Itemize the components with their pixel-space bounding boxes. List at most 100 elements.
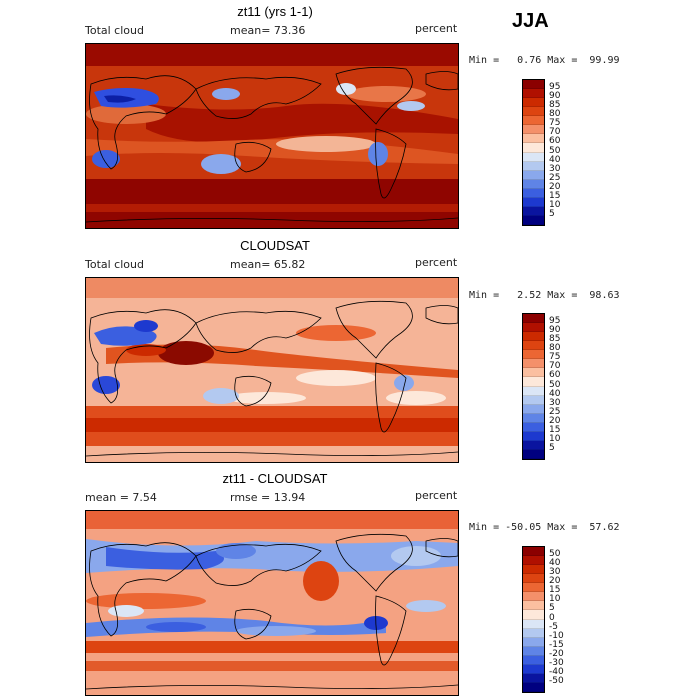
colorbar-tick-label: 15 — [549, 190, 561, 201]
colorbar-swatch — [523, 89, 544, 99]
colorbar-tick-label: 80 — [549, 343, 561, 354]
colorbar-tick-label: 25 — [549, 172, 561, 183]
colorbar-swatch — [523, 377, 544, 387]
colorbar-swatch — [523, 116, 544, 126]
colorbar-tick-label: -15 — [549, 639, 564, 650]
colorbar-tick-label: 25 — [549, 406, 561, 417]
panel-1-left-label: Total cloud — [85, 24, 144, 37]
colorbar-swatch — [523, 143, 544, 153]
panel-3-title: zt11 - CLOUDSAT — [222, 471, 328, 486]
panel-2-map — [85, 277, 459, 463]
colorbar-swatch — [523, 673, 544, 683]
colorbar-tick-label: -5 — [549, 621, 558, 632]
colorbar-tick-label: -10 — [549, 630, 564, 641]
colorbar-tick-label: -50 — [549, 675, 564, 686]
colorbar-tick-label: 75 — [549, 352, 561, 363]
colorbar-tick-label: 20 — [549, 415, 561, 426]
colorbar-tick-label: 85 — [549, 100, 561, 111]
colorbar-swatch — [523, 655, 544, 665]
colorbar-swatch — [523, 440, 544, 450]
colorbar-swatch — [523, 404, 544, 414]
colorbar-tick-label: 5 — [549, 603, 555, 614]
colorbar-tick-label: 90 — [549, 91, 561, 102]
colorbar-tick-label: 5 — [549, 208, 555, 219]
colorbar-tick-label: -20 — [549, 648, 564, 659]
panel-1-units: percent — [415, 22, 458, 35]
colorbar-tick-label: 90 — [549, 325, 561, 336]
colorbar-tick-label: 50 — [549, 145, 561, 156]
colorbar-tick-label: 10 — [549, 594, 561, 605]
panel-3-minmax: Min = -50.05 Max = 57.62 — [469, 522, 620, 533]
panel-2-colorbar-labels: 95 90 85 80 75 70 60 50 40 30 25 20 15 10 5 — [549, 313, 579, 458]
colorbar-swatch — [523, 395, 544, 405]
colorbar-swatch — [523, 170, 544, 180]
colorbar-tick-label: -30 — [549, 657, 564, 668]
colorbar-swatch — [523, 574, 544, 584]
colorbar-tick-label: 75 — [549, 118, 561, 129]
colorbar-swatch — [523, 350, 544, 360]
colorbar-swatch — [523, 431, 544, 441]
colorbar-tick-label: 15 — [549, 585, 561, 596]
colorbar-swatch — [523, 161, 544, 171]
panel-2-left-label: Total cloud — [85, 258, 144, 271]
colorbar-swatch — [523, 341, 544, 351]
colorbar-swatch — [523, 107, 544, 117]
colorbar-swatch — [523, 134, 544, 144]
colorbar-swatch — [523, 80, 544, 90]
colorbar-swatch — [523, 206, 544, 216]
panel-1-mean: mean= 73.36 — [230, 24, 306, 37]
colorbar-tick-label: 30 — [549, 397, 561, 408]
colorbar-swatch — [523, 601, 544, 611]
colorbar-tick-label: 85 — [549, 334, 561, 345]
panel-2-colorbar — [522, 313, 545, 460]
colorbar-swatch — [523, 314, 544, 324]
colorbar-tick-label: 15 — [549, 424, 561, 435]
colorbar-tick-label: 50 — [549, 549, 561, 560]
panel-2-units: percent — [415, 256, 458, 269]
panel-3-rmse: rmse = 13.94 — [230, 491, 306, 504]
panel-3-units: percent — [415, 489, 458, 502]
colorbar-tick-label: -40 — [549, 666, 564, 677]
panel-1-colorbar-labels: 95 90 85 80 75 70 60 50 40 30 25 20 15 10 5 — [549, 79, 579, 224]
panel-1-minmax: Min = 0.76 Max = 99.99 — [469, 55, 620, 66]
colorbar-swatch — [523, 565, 544, 575]
colorbar-swatch — [523, 449, 544, 459]
colorbar-swatch — [523, 386, 544, 396]
colorbar-swatch — [523, 619, 544, 629]
colorbar-tick-label: 5 — [549, 442, 555, 453]
colorbar-tick-label: 40 — [549, 388, 561, 399]
colorbar-swatch — [523, 368, 544, 378]
panel-1-map-svg — [86, 44, 458, 228]
colorbar-swatch — [523, 628, 544, 638]
panel-2-mean: mean= 65.82 — [230, 258, 306, 271]
colorbar-tick-label: 20 — [549, 181, 561, 192]
colorbar-tick-label: 30 — [549, 567, 561, 578]
colorbar-tick-label: 70 — [549, 361, 561, 372]
colorbar-tick-label: 50 — [549, 379, 561, 390]
colorbar-swatch — [523, 610, 544, 620]
colorbar-swatch — [523, 98, 544, 108]
panel-3-colorbar-labels: 50 40 30 20 15 10 5 0 -5 -10 -15 -20 -30 -40 -50 — [549, 546, 579, 691]
colorbar-swatch — [523, 664, 544, 674]
colorbar-swatch — [523, 125, 544, 135]
colorbar-swatch — [523, 197, 544, 207]
panel-3-colorbar — [522, 546, 545, 693]
colorbar-tick-label: 70 — [549, 127, 561, 138]
colorbar-tick-label: 30 — [549, 163, 561, 174]
season-label: JJA — [512, 10, 549, 32]
colorbar-tick-label: 0 — [549, 612, 555, 623]
colorbar-tick-label: 60 — [549, 370, 561, 381]
colorbar-swatch — [523, 556, 544, 566]
colorbar-tick-label: 20 — [549, 576, 561, 587]
colorbar-swatch — [523, 592, 544, 602]
colorbar-swatch — [523, 413, 544, 423]
colorbar-swatch — [523, 179, 544, 189]
colorbar-swatch — [523, 422, 544, 432]
colorbar-tick-label: 95 — [549, 316, 561, 327]
colorbar-tick-label: 10 — [549, 199, 561, 210]
colorbar-swatch — [523, 547, 544, 557]
panel-2-minmax: Min = 2.52 Max = 98.63 — [469, 290, 620, 301]
colorbar-tick-label: 40 — [549, 558, 561, 569]
panel-3-map — [85, 510, 459, 696]
colorbar-tick-label: 40 — [549, 154, 561, 165]
